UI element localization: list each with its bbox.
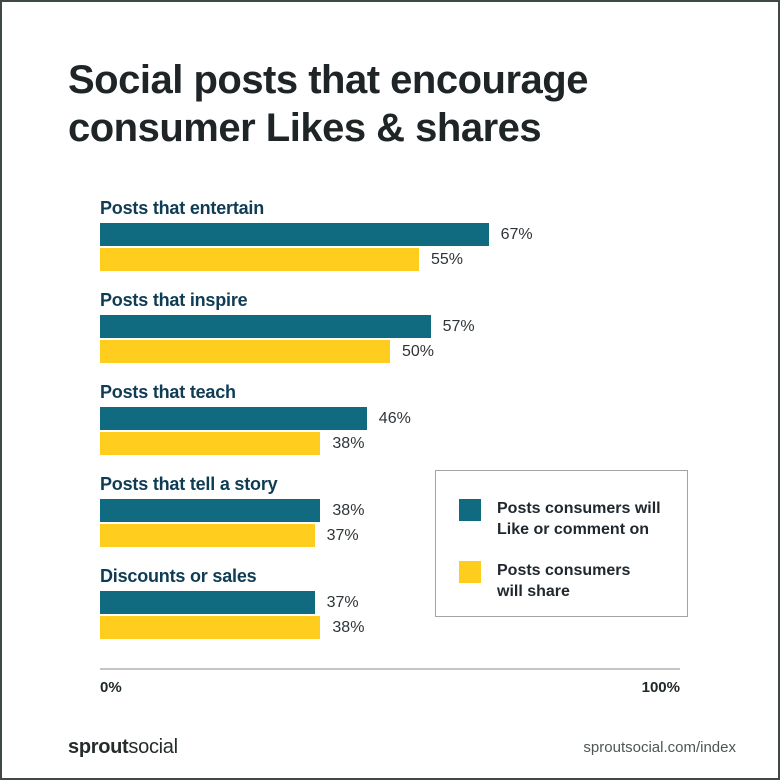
teal-bar — [100, 591, 315, 614]
x-axis-line — [100, 668, 680, 670]
bar-row-share: 50% — [100, 340, 680, 363]
bar-group-entertain: Posts that entertain 67% 55% — [100, 198, 680, 271]
bar-row-share: 37% — [100, 524, 680, 547]
value-label: 37% — [326, 526, 359, 544]
value-label: 57% — [442, 317, 475, 335]
bar-row-share: 38% — [100, 616, 680, 639]
teal-bar — [100, 407, 367, 430]
teal-bar — [100, 499, 321, 522]
bar-group-story: Posts that tell a story 38% 37% — [100, 474, 680, 547]
footer-url: sproutsocial.com/index — [583, 739, 736, 756]
category-label: Discounts or sales — [100, 566, 257, 586]
x-axis-tick-max: 100% — [641, 679, 680, 696]
category-label: Posts that teach — [100, 382, 236, 402]
yellow-bar — [100, 340, 390, 363]
bar-group-teach: Posts that teach 46% 38% — [100, 382, 680, 455]
bar-chart: Posts that entertain 67% 55% Posts that … — [100, 198, 680, 658]
bar-row-like: 38% — [100, 499, 680, 522]
yellow-bar — [100, 524, 315, 547]
yellow-bar — [100, 616, 321, 639]
value-label: 37% — [326, 593, 359, 611]
value-label: 38% — [332, 434, 365, 452]
bar-group-inspire: Posts that inspire 57% 50% — [100, 290, 680, 363]
value-label: 67% — [500, 225, 533, 243]
teal-bar — [100, 223, 489, 246]
legend-item-share: Posts consumers will share — [459, 561, 687, 602]
legend-item-like: Posts consumers will Like or comment on — [459, 499, 687, 540]
logo-social: social — [128, 736, 178, 758]
chart-title: Social posts that encourage consumer Like… — [68, 56, 588, 152]
value-label: 46% — [378, 409, 411, 427]
bar-row-like: 57% — [100, 315, 680, 338]
yellow-bar — [100, 432, 321, 455]
teal-swatch-icon — [459, 499, 481, 521]
legend-label: Posts consumers will Like or comment on — [497, 500, 661, 538]
teal-bar — [100, 315, 431, 338]
category-label: Posts that entertain — [100, 198, 265, 218]
x-axis-tick-min: 0% — [100, 679, 122, 696]
legend-label: Posts consumers will share — [497, 562, 631, 600]
bar-row-like: 67% — [100, 223, 680, 246]
value-label: 55% — [431, 250, 464, 268]
value-label: 50% — [402, 342, 435, 360]
chart-title-line2: consumer Likes & shares — [68, 106, 542, 150]
category-label: Posts that tell a story — [100, 474, 278, 494]
yellow-swatch-icon — [459, 561, 481, 583]
bar-row-share: 38% — [100, 432, 680, 455]
yellow-bar — [100, 248, 419, 271]
x-axis-labels: 0% 100% — [100, 679, 680, 696]
logo-sprout: sprout — [68, 736, 129, 758]
chart-legend: Posts consumers will Like or comment on … — [435, 470, 688, 617]
value-label: 38% — [332, 501, 365, 519]
bar-row-like: 46% — [100, 407, 680, 430]
bar-row-like: 37% — [100, 591, 680, 614]
value-label: 38% — [332, 618, 365, 636]
category-label: Posts that inspire — [100, 290, 248, 310]
chart-title-line1: Social posts that encourage — [68, 58, 588, 102]
sproutsocial-logo: sproutsocial — [68, 736, 178, 759]
bar-row-share: 55% — [100, 248, 680, 271]
bar-group-discounts: Discounts or sales 37% 38% — [100, 566, 680, 639]
